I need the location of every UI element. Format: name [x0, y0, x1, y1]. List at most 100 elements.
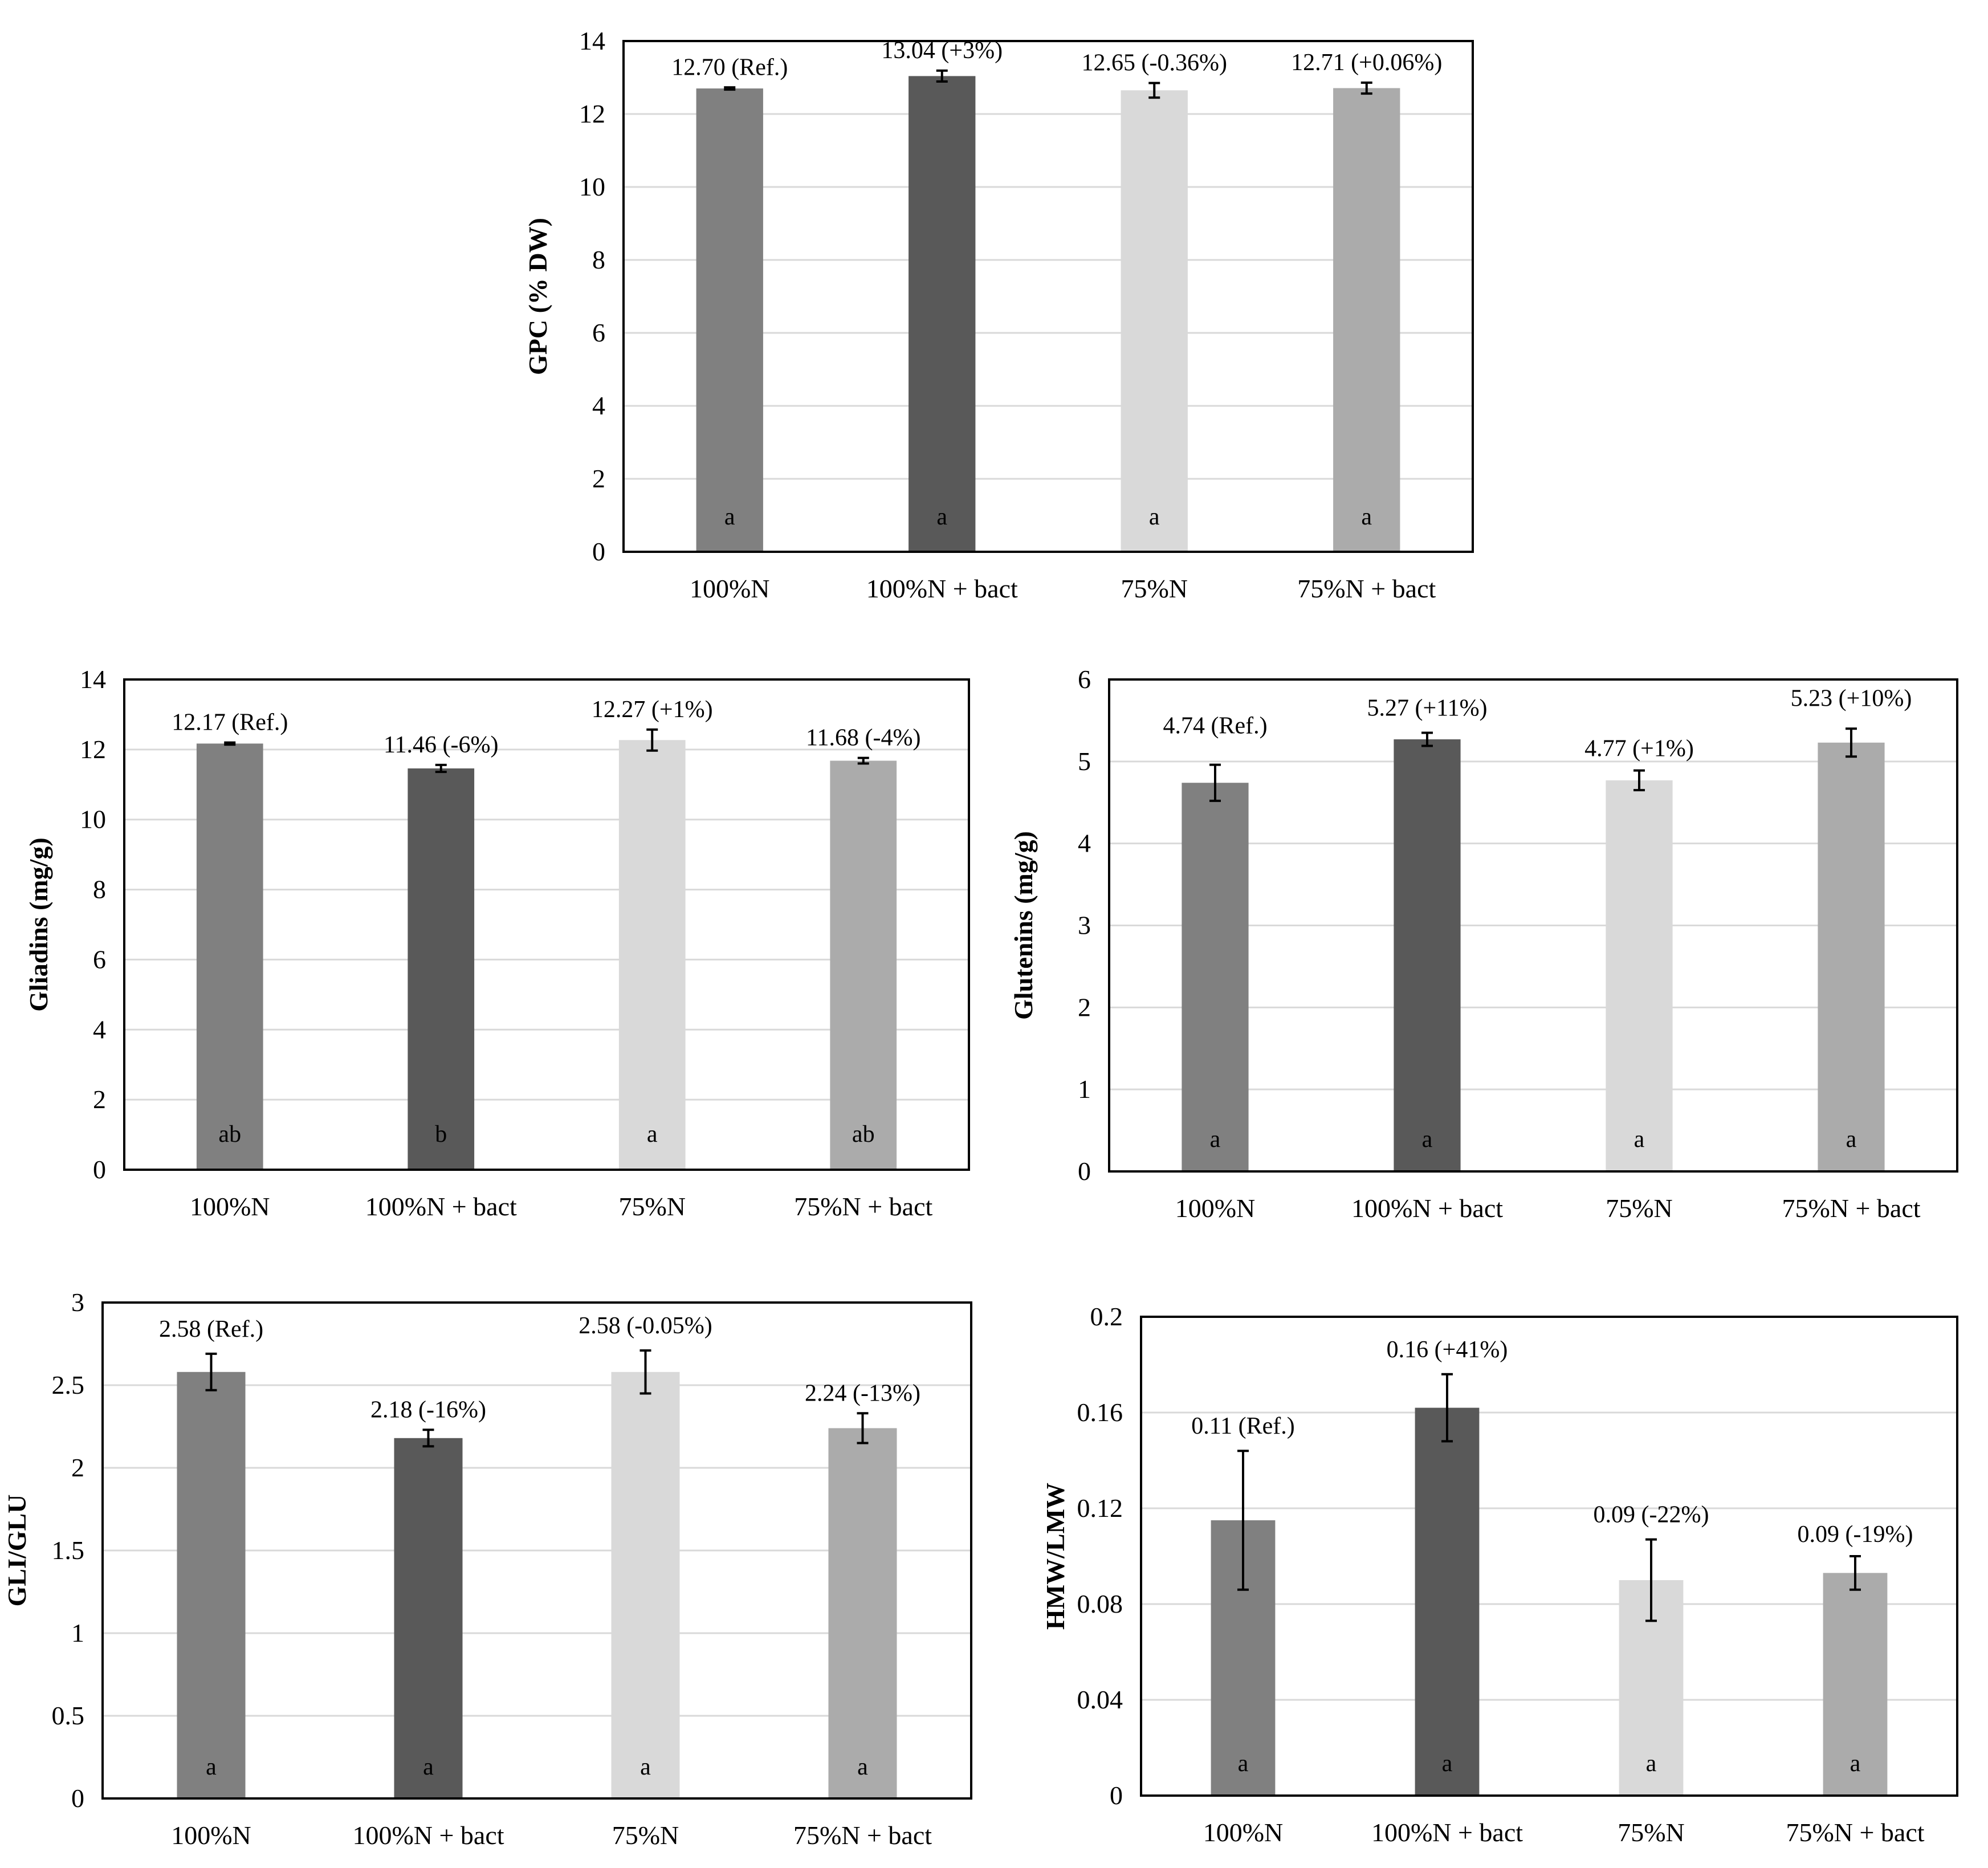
- error-bar: [1237, 1450, 1249, 1591]
- y-tick-label: 4: [592, 391, 605, 420]
- chart-hmw_lmw: 0 0.04 0.08 0.12 0.16 0.2 0.11 (Ref.) a 100%N 0.1…: [1041, 1302, 1958, 1847]
- value-label: 2.18 (-16%): [370, 1397, 486, 1423]
- value-label: 12.65 (-0.36%): [1082, 50, 1227, 76]
- error-bar: [1421, 731, 1433, 747]
- plot-area-border: [1108, 678, 1958, 1173]
- bar-4: [828, 1428, 897, 1798]
- x-category-label: 100%N: [690, 574, 770, 603]
- error-bar: [1645, 1538, 1657, 1622]
- significance-letter: a: [1850, 1751, 1861, 1777]
- significance-letter: ab: [852, 1121, 875, 1147]
- y-tick-label: 2.5: [52, 1370, 85, 1399]
- bar-1: [196, 743, 263, 1170]
- value-label: 0.11 (Ref.): [1191, 1413, 1295, 1439]
- x-category-label: 75%N: [612, 1821, 679, 1850]
- y-axis-title: GLI/GLU: [2, 1495, 31, 1607]
- significance-letter: a: [1149, 504, 1160, 530]
- bar-2: [394, 1438, 463, 1798]
- y-tick-label: 4: [1078, 829, 1091, 858]
- value-label: 2.24 (-13%): [805, 1380, 920, 1406]
- error-bar: [724, 86, 736, 91]
- value-label: 2.58 (-0.05%): [579, 1313, 712, 1339]
- y-tick-label: 2: [93, 1085, 106, 1114]
- y-tick-label: 8: [592, 245, 605, 274]
- bar-3: [1121, 90, 1188, 552]
- bar-1: [696, 88, 763, 552]
- y-tick-label: 0.08: [1077, 1589, 1123, 1618]
- significance-letter: a: [1646, 1751, 1657, 1777]
- y-tick-label: 14: [579, 26, 605, 55]
- x-category-label: 100%N + bact: [1371, 1818, 1523, 1847]
- y-tick-label: 4: [93, 1015, 106, 1044]
- error-bar: [1148, 82, 1160, 99]
- significance-letter: a: [936, 504, 947, 530]
- bar-1: [177, 1372, 246, 1798]
- y-tick-label: 0: [93, 1155, 106, 1184]
- x-category-label: 100%N: [190, 1192, 270, 1221]
- error-bar: [1360, 81, 1372, 95]
- y-tick-label: 2: [71, 1453, 84, 1482]
- y-tick-label: 0: [71, 1784, 84, 1813]
- error-bar: [1209, 763, 1221, 802]
- y-tick-label: 0.5: [52, 1701, 85, 1730]
- error-bar: [936, 69, 948, 83]
- x-category-label: 75%N + bact: [1786, 1818, 1924, 1847]
- significance-letter: a: [640, 1754, 651, 1780]
- significance-letter: a: [724, 504, 735, 530]
- y-tick-label: 0: [1110, 1781, 1123, 1810]
- x-category-label: 100%N + bact: [352, 1821, 504, 1850]
- x-category-label: 100%N + bact: [1351, 1194, 1503, 1223]
- significance-letter: a: [1634, 1126, 1645, 1153]
- y-tick-label: 0: [1078, 1157, 1091, 1186]
- bar-1: [1182, 783, 1249, 1171]
- y-tick-label: 12: [579, 99, 605, 128]
- value-label: 12.27 (+1%): [592, 697, 713, 723]
- bar-2: [408, 768, 475, 1170]
- value-label: 11.68 (-4%): [806, 725, 920, 751]
- y-tick-label: 6: [592, 318, 605, 347]
- error-bar: [224, 741, 236, 746]
- y-tick-label: 2: [592, 464, 605, 493]
- x-category-label: 100%N: [171, 1821, 251, 1850]
- y-tick-label: 1: [71, 1618, 84, 1647]
- bar-4: [830, 760, 897, 1170]
- y-tick-label: 0.12: [1077, 1493, 1123, 1523]
- significance-letter: a: [1361, 504, 1372, 530]
- x-category-label: 75%N + bact: [793, 1821, 932, 1850]
- significance-letter: a: [1210, 1126, 1221, 1153]
- error-bar: [646, 728, 658, 752]
- bar-4: [1333, 88, 1400, 552]
- plot-area-border: [101, 1301, 972, 1800]
- x-category-label: 75%N: [1121, 574, 1188, 603]
- x-category-label: 75%N: [1618, 1818, 1685, 1847]
- bar-4: [1818, 742, 1885, 1171]
- chart-gli_glu: 0 0.5 1 1.5 2 2.5 3 2.58 (Ref.) a 100%N 2.18 (-16%…: [2, 1288, 972, 1850]
- y-tick-label: 2: [1078, 992, 1091, 1022]
- bar-3: [618, 740, 686, 1170]
- x-category-label: 100%N: [1203, 1818, 1284, 1847]
- y-axis-title: Glutenins (mg/g): [1009, 831, 1038, 1020]
- plot-area-border: [123, 678, 970, 1171]
- value-label: 2.58 (Ref.): [159, 1316, 263, 1342]
- bar-3: [611, 1372, 680, 1798]
- x-category-label: 100%N + bact: [866, 574, 1018, 603]
- value-label: 12.17 (Ref.): [172, 710, 288, 736]
- error-bar: [1633, 769, 1645, 792]
- y-tick-label: 3: [1078, 911, 1091, 940]
- significance-letter: a: [1846, 1126, 1857, 1153]
- value-label: 0.16 (+41%): [1387, 1337, 1508, 1363]
- y-tick-label: 14: [80, 665, 106, 694]
- significance-letter: a: [857, 1754, 868, 1780]
- y-axis-title: GPC (% DW): [523, 218, 552, 375]
- plot-area-border: [622, 40, 1474, 553]
- chart-glutenins: 0 1 2 3 4 5 6 4.74 (Ref.) a 100%N 5.27 (+11%) a 100%…: [1009, 665, 1958, 1223]
- y-tick-label: 3: [71, 1288, 84, 1317]
- significance-letter: ab: [218, 1121, 241, 1147]
- x-category-label: 75%N + bact: [1782, 1194, 1920, 1223]
- significance-letter: b: [435, 1121, 447, 1147]
- bar-2: [1415, 1407, 1480, 1796]
- y-axis-title: HMW/LMW: [1041, 1483, 1070, 1630]
- y-tick-label: 1.5: [52, 1536, 85, 1565]
